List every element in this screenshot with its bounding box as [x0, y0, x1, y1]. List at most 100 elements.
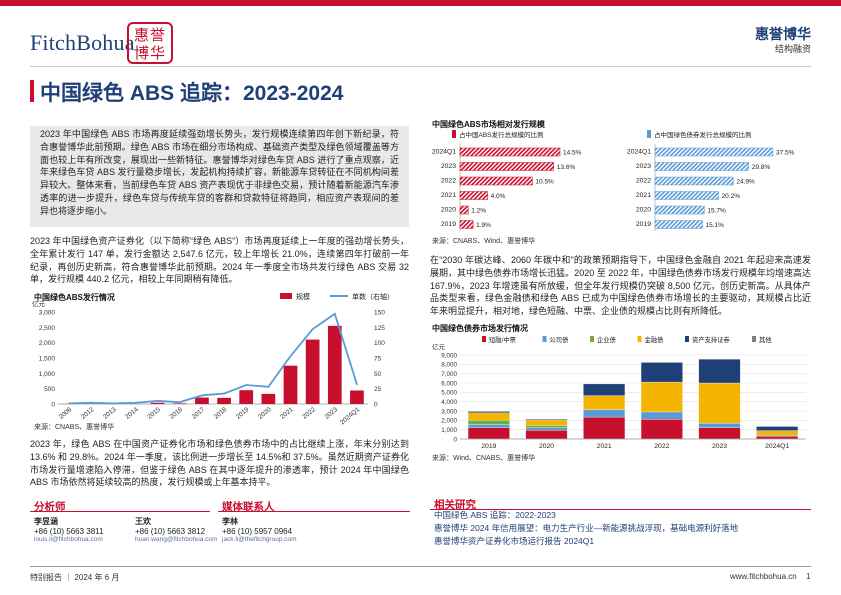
page-title: 中国绿色 ABS 追踪：2023-2024: [40, 82, 344, 105]
stacked-bar-segment: [583, 395, 626, 410]
company-logo: FitchBohua: [30, 30, 135, 55]
share-chart: 占中国ABS发行总规模的比例 2024Q1 14.5% 2023 13.6% 2022 10…: [432, 130, 795, 231]
footer-url[interactable]: www.fitchbohua.cn: [730, 572, 797, 581]
analyst-phone: +86 (10) 5663 3812: [135, 527, 206, 536]
analyst-card: 王欢 +86 (10) 5663 3812 huan.wang@fitchboh…: [135, 516, 218, 543]
analysts-rule: [30, 511, 210, 512]
stacked-bar-segment: [583, 383, 626, 396]
stacked-bar-segment: [640, 381, 683, 413]
line-point: [156, 400, 159, 402]
media-contact-email-link[interactable]: jack.li@thefitchgroup.com: [222, 536, 297, 543]
category-label: 2024Q1: [432, 149, 456, 156]
legend-label: 企业债: [597, 335, 616, 344]
category-label: 2019: [636, 221, 651, 228]
y-tick-label-right: 0: [374, 402, 378, 409]
related-rule: [430, 509, 811, 510]
summary-box: 2023 年中国绿色 ABS 市场再度延续强劲增长势头，发行规模连续第四年创下新…: [30, 126, 409, 227]
y-tick-label-left: 3,000: [39, 310, 56, 317]
x-tick-label: 2020: [257, 406, 273, 421]
brand-seal: 惠誉博华: [127, 22, 173, 64]
data-label: 14.5%: [563, 150, 582, 157]
bar: [327, 325, 342, 404]
line-point: [134, 401, 137, 404]
legend-label: 规模: [296, 292, 310, 301]
y-axis-unit: 亿元: [32, 299, 46, 308]
analyst-email-link[interactable]: louis.li@fitchbohua.com: [34, 536, 103, 543]
analyst-name: 王欢: [135, 517, 151, 526]
legend-swatch-left: [452, 130, 456, 138]
bar: [172, 403, 187, 404]
y-tick-label-left: 500: [44, 386, 55, 393]
stacked-bar-segment: [698, 427, 741, 440]
share-chart-title: 中国绿色ABS市场相对发行规模: [432, 120, 545, 129]
related-heading: 相关研究: [434, 499, 476, 511]
green-bond-chart-title: 中国绿色债券市场发行情况: [432, 324, 528, 333]
stacked-bar-segment: [525, 427, 568, 431]
stacked-bar-segment: [698, 422, 741, 428]
stacked-bar-segment: [583, 416, 626, 440]
category-label: 2023: [636, 163, 651, 170]
stacked-bar-segment: [467, 412, 510, 421]
bar: [654, 162, 750, 171]
share-chart-source: 来源：CNABS、Wind、惠誉博华: [432, 238, 536, 245]
bar: [459, 147, 561, 157]
analyst-name: 李昱涵: [34, 517, 58, 526]
line-point: [356, 383, 358, 386]
bar: [654, 176, 734, 186]
related-link[interactable]: 惠誉博华 2024 年信用展望：电力生产行业—新能源挑战浮现，基础电源利好落地: [434, 523, 739, 533]
legend-swatch: [685, 336, 689, 342]
stacked-bar-segment: [467, 411, 510, 414]
stacked-bar-segment: [525, 425, 568, 428]
media-contact-phone: +86 (10) 5957 0964: [222, 527, 293, 536]
x-tick-label: 2022: [301, 406, 317, 421]
x-tick-label: 2023: [712, 443, 727, 450]
legend-label: 其他: [759, 335, 772, 344]
category-label: 2019: [441, 221, 456, 228]
legend-label: 短融/中票: [489, 335, 516, 344]
line-point: [333, 313, 336, 315]
data-label: 10.5%: [535, 179, 554, 186]
analyst-email-link[interactable]: huan.wang@fitchbohua.com: [135, 536, 218, 543]
data-label: 4.0%: [491, 193, 506, 200]
x-tick-label: 2015: [146, 406, 162, 421]
related-link[interactable]: 中国绿色 ABS 追踪：2022-2023: [434, 510, 556, 520]
media-heading: 媒体联系人: [222, 501, 275, 513]
x-tick-label: 2021: [597, 443, 612, 450]
x-tick-label: 2024Q1: [339, 406, 362, 426]
data-label: 37.5%: [776, 150, 795, 157]
data-label: 1.9%: [476, 222, 491, 229]
green-bond-chart: 0 1,000 2,000 3,000 4,000 5,000 6,000 7,000 8,00…: [432, 335, 806, 450]
stacked-bar-segment: [640, 419, 683, 440]
stacked-bar-segment: [467, 424, 510, 428]
bar: [283, 365, 298, 404]
media-contact-name: 李林: [222, 517, 238, 526]
x-tick-label: 2022: [654, 443, 669, 450]
y-tick-label: 5,000: [441, 390, 457, 397]
media-rule: [218, 511, 410, 512]
header-divider: [30, 66, 811, 67]
x-tick-label: 2020: [539, 443, 554, 450]
category-label: 2020: [636, 207, 651, 214]
x-tick-label: 2014: [124, 406, 140, 421]
footer-divider: [30, 566, 811, 567]
y-tick-label-left: 0: [51, 402, 55, 409]
x-tick-label: 2012: [80, 406, 96, 421]
y-tick-label-right: 75: [374, 356, 382, 363]
bar: [350, 390, 364, 404]
bar: [654, 220, 703, 229]
legend-swatch-bar: [280, 293, 292, 299]
green-bond-paragraph: 在“2030 年碳达峰、2060 年碳中和”的政策预期指导下，中国绿色金融自 2…: [430, 255, 811, 317]
issuance-chart: 0 500 1,000 1,500 2,000 2,500 3,000 0 25 50 75 100 1…: [32, 292, 394, 426]
y-tick-label-left: 2,000: [39, 340, 56, 347]
y-tick-label-right: 100: [374, 340, 385, 347]
legend-label: 资产支持证券: [692, 335, 730, 344]
line-point: [289, 355, 292, 357]
line-point: [223, 392, 225, 395]
legend-label: 占中国ABS发行总规模的比例: [459, 130, 544, 139]
media-contact-card: 李林 +86 (10) 5957 0964 jack.li@thefitchgr…: [222, 516, 297, 543]
bar: [217, 397, 231, 404]
bar: [239, 390, 254, 404]
stacked-bar-segment: [525, 429, 568, 440]
related-link[interactable]: 惠誉博华资产证券化市场运行报告 2024Q1: [434, 536, 595, 546]
y-tick-label: 1,000: [441, 427, 457, 434]
